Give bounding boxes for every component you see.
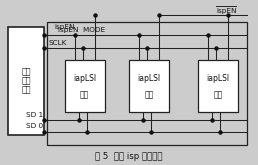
Text: SD 1: SD 1 <box>26 112 43 118</box>
Bar <box>9 27 44 135</box>
Bar <box>198 60 238 112</box>
Text: 控制: 控制 <box>22 76 31 85</box>
Text: 电路: 电路 <box>22 85 31 94</box>
Bar <box>65 60 105 112</box>
Text: 器件: 器件 <box>144 90 154 99</box>
Text: ispEN: ispEN <box>216 8 237 14</box>
Text: SD 0: SD 0 <box>26 123 43 129</box>
Text: iapLSI: iapLSI <box>73 74 96 83</box>
Text: iapLSI: iapLSI <box>207 74 230 83</box>
Text: iapLSI: iapLSI <box>137 74 160 83</box>
Text: 图 5  典型 isp 编程电路: 图 5 典型 isp 编程电路 <box>95 152 163 161</box>
Text: 器件: 器件 <box>214 90 223 99</box>
Text: ispEN  MODE: ispEN MODE <box>58 27 106 33</box>
Text: 编程: 编程 <box>22 67 31 76</box>
Text: 器件: 器件 <box>80 90 89 99</box>
Bar <box>47 22 247 145</box>
Bar <box>129 60 169 112</box>
Text: SCLK: SCLK <box>48 40 67 46</box>
Text: ispEN: ispEN <box>54 24 75 30</box>
